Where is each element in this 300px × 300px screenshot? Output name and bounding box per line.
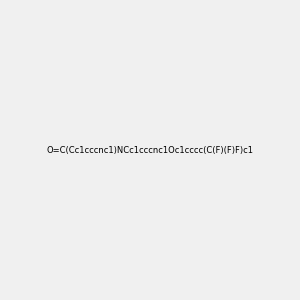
Text: O=C(Cc1cccnc1)NCc1cccnc1Oc1cccc(C(F)(F)F)c1: O=C(Cc1cccnc1)NCc1cccnc1Oc1cccc(C(F)(F)F… <box>46 146 253 154</box>
